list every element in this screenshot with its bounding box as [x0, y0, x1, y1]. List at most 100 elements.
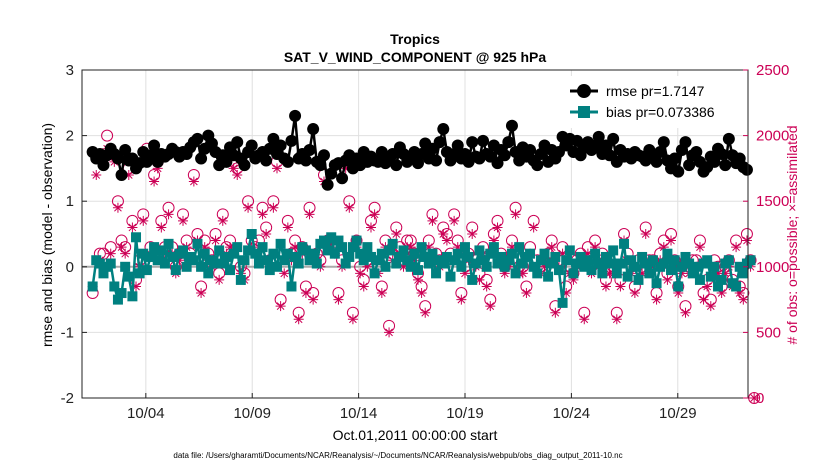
bias-point	[362, 242, 373, 253]
bias-point	[214, 245, 225, 256]
rmse-point	[477, 134, 490, 147]
assimilated-obs-point	[423, 242, 434, 253]
bias-point	[105, 258, 116, 269]
assimilated-obs-point	[199, 242, 210, 253]
assimilated-obs-point	[149, 176, 160, 187]
x-axis-ticks: 10/04 10/09 10/14 10/19 10/24 10/29	[127, 393, 697, 422]
right-y-tick-label: 2000	[756, 128, 789, 145]
bias-point	[441, 251, 452, 262]
rmse-point	[274, 139, 287, 152]
bias-point	[290, 251, 301, 262]
assimilated-obs-point	[355, 268, 366, 279]
assimilated-obs-point	[225, 242, 236, 253]
bias-point	[532, 268, 543, 279]
assimilated-obs-point	[123, 169, 134, 180]
bias-point	[293, 258, 304, 269]
bias-point	[525, 248, 536, 259]
assimilated-obs-point	[528, 222, 539, 233]
bias-point	[702, 255, 713, 266]
rmse-point	[740, 163, 753, 176]
assimilated-obs-point	[268, 202, 279, 213]
bias-point	[246, 229, 257, 239]
assimilated-obs-point	[459, 268, 470, 279]
bias-point	[546, 258, 557, 269]
left-y-tick-label: 3	[66, 62, 74, 79]
assimilated-obs-point	[271, 163, 282, 174]
bias-point	[156, 245, 167, 256]
assimilated-obs-point	[713, 268, 724, 279]
right-y-tick-label: 0	[756, 390, 764, 407]
bias-point	[282, 248, 293, 259]
bias-point	[470, 258, 481, 269]
x-tick-label: 10/29	[659, 405, 697, 422]
bias-point	[253, 258, 264, 269]
bias-point	[478, 255, 489, 266]
rmse-point	[524, 144, 537, 157]
bias-point	[192, 238, 203, 249]
bias-point	[394, 251, 405, 262]
assimilated-obs-point	[590, 242, 601, 253]
bias-point	[398, 245, 409, 256]
rmse-point	[491, 157, 504, 170]
bias-point	[109, 281, 120, 292]
assimilated-obs-point	[412, 274, 423, 285]
bias-point	[123, 271, 134, 282]
assimilated-obs-point	[467, 229, 478, 239]
bias-point	[257, 242, 268, 253]
possible-obs-point	[748, 392, 761, 404]
assimilated-obs-point	[662, 274, 673, 285]
bias-point	[579, 261, 590, 272]
bias-point	[149, 242, 160, 253]
plot-frame	[81, 69, 749, 399]
bias-point	[622, 271, 633, 282]
data-file-footer: data file: /Users/gharamti/Documents/NCA…	[173, 451, 622, 460]
bias-point	[405, 261, 416, 272]
bias-point	[412, 265, 423, 276]
bias-point	[680, 251, 691, 262]
bias-point	[481, 261, 492, 272]
assimilated-obs-point	[358, 281, 369, 292]
assimilated-obs-point	[398, 261, 409, 272]
assimilated-obs-point	[492, 222, 503, 233]
rmse-point	[690, 146, 703, 158]
rmse-point	[317, 149, 330, 162]
bias-point	[300, 245, 311, 256]
assimilated-obs-point	[217, 215, 228, 226]
rmse-point	[505, 119, 518, 132]
bias-point	[141, 265, 152, 276]
bias-point	[232, 242, 243, 253]
bias-point	[550, 251, 561, 262]
bias-point	[159, 258, 170, 269]
assimilated-obs-point	[362, 261, 373, 272]
assimilated-obs-point	[257, 209, 268, 220]
bias-point	[337, 242, 348, 253]
bias-point	[619, 238, 630, 249]
bias-point	[723, 255, 734, 266]
bias-point	[225, 265, 236, 276]
rmse-point	[722, 132, 735, 145]
x-tick-label: 10/24	[553, 405, 591, 422]
bias-point	[261, 255, 272, 266]
bias-point	[503, 255, 514, 266]
bias-point	[369, 268, 380, 279]
bias-point	[572, 258, 583, 269]
assimilated-obs-point	[369, 209, 380, 220]
bias-point	[669, 255, 680, 266]
bias-point	[452, 248, 463, 259]
assimilated-obs-point	[376, 288, 387, 299]
assimilated-obs-point	[517, 268, 528, 279]
assimilated-obs-point	[304, 209, 315, 220]
rmse-point	[502, 136, 515, 149]
assimilated-obs-point	[611, 314, 622, 325]
bias-point	[691, 261, 702, 272]
bias-point	[510, 268, 521, 279]
bias-point	[196, 261, 207, 272]
bias-point	[340, 258, 351, 269]
bias-point	[423, 258, 434, 269]
assimilated-obs-point	[131, 281, 142, 292]
rmse-point	[260, 154, 273, 167]
bias-point	[355, 248, 366, 259]
bias-point	[611, 268, 622, 279]
assimilated-obs-point	[340, 163, 351, 174]
